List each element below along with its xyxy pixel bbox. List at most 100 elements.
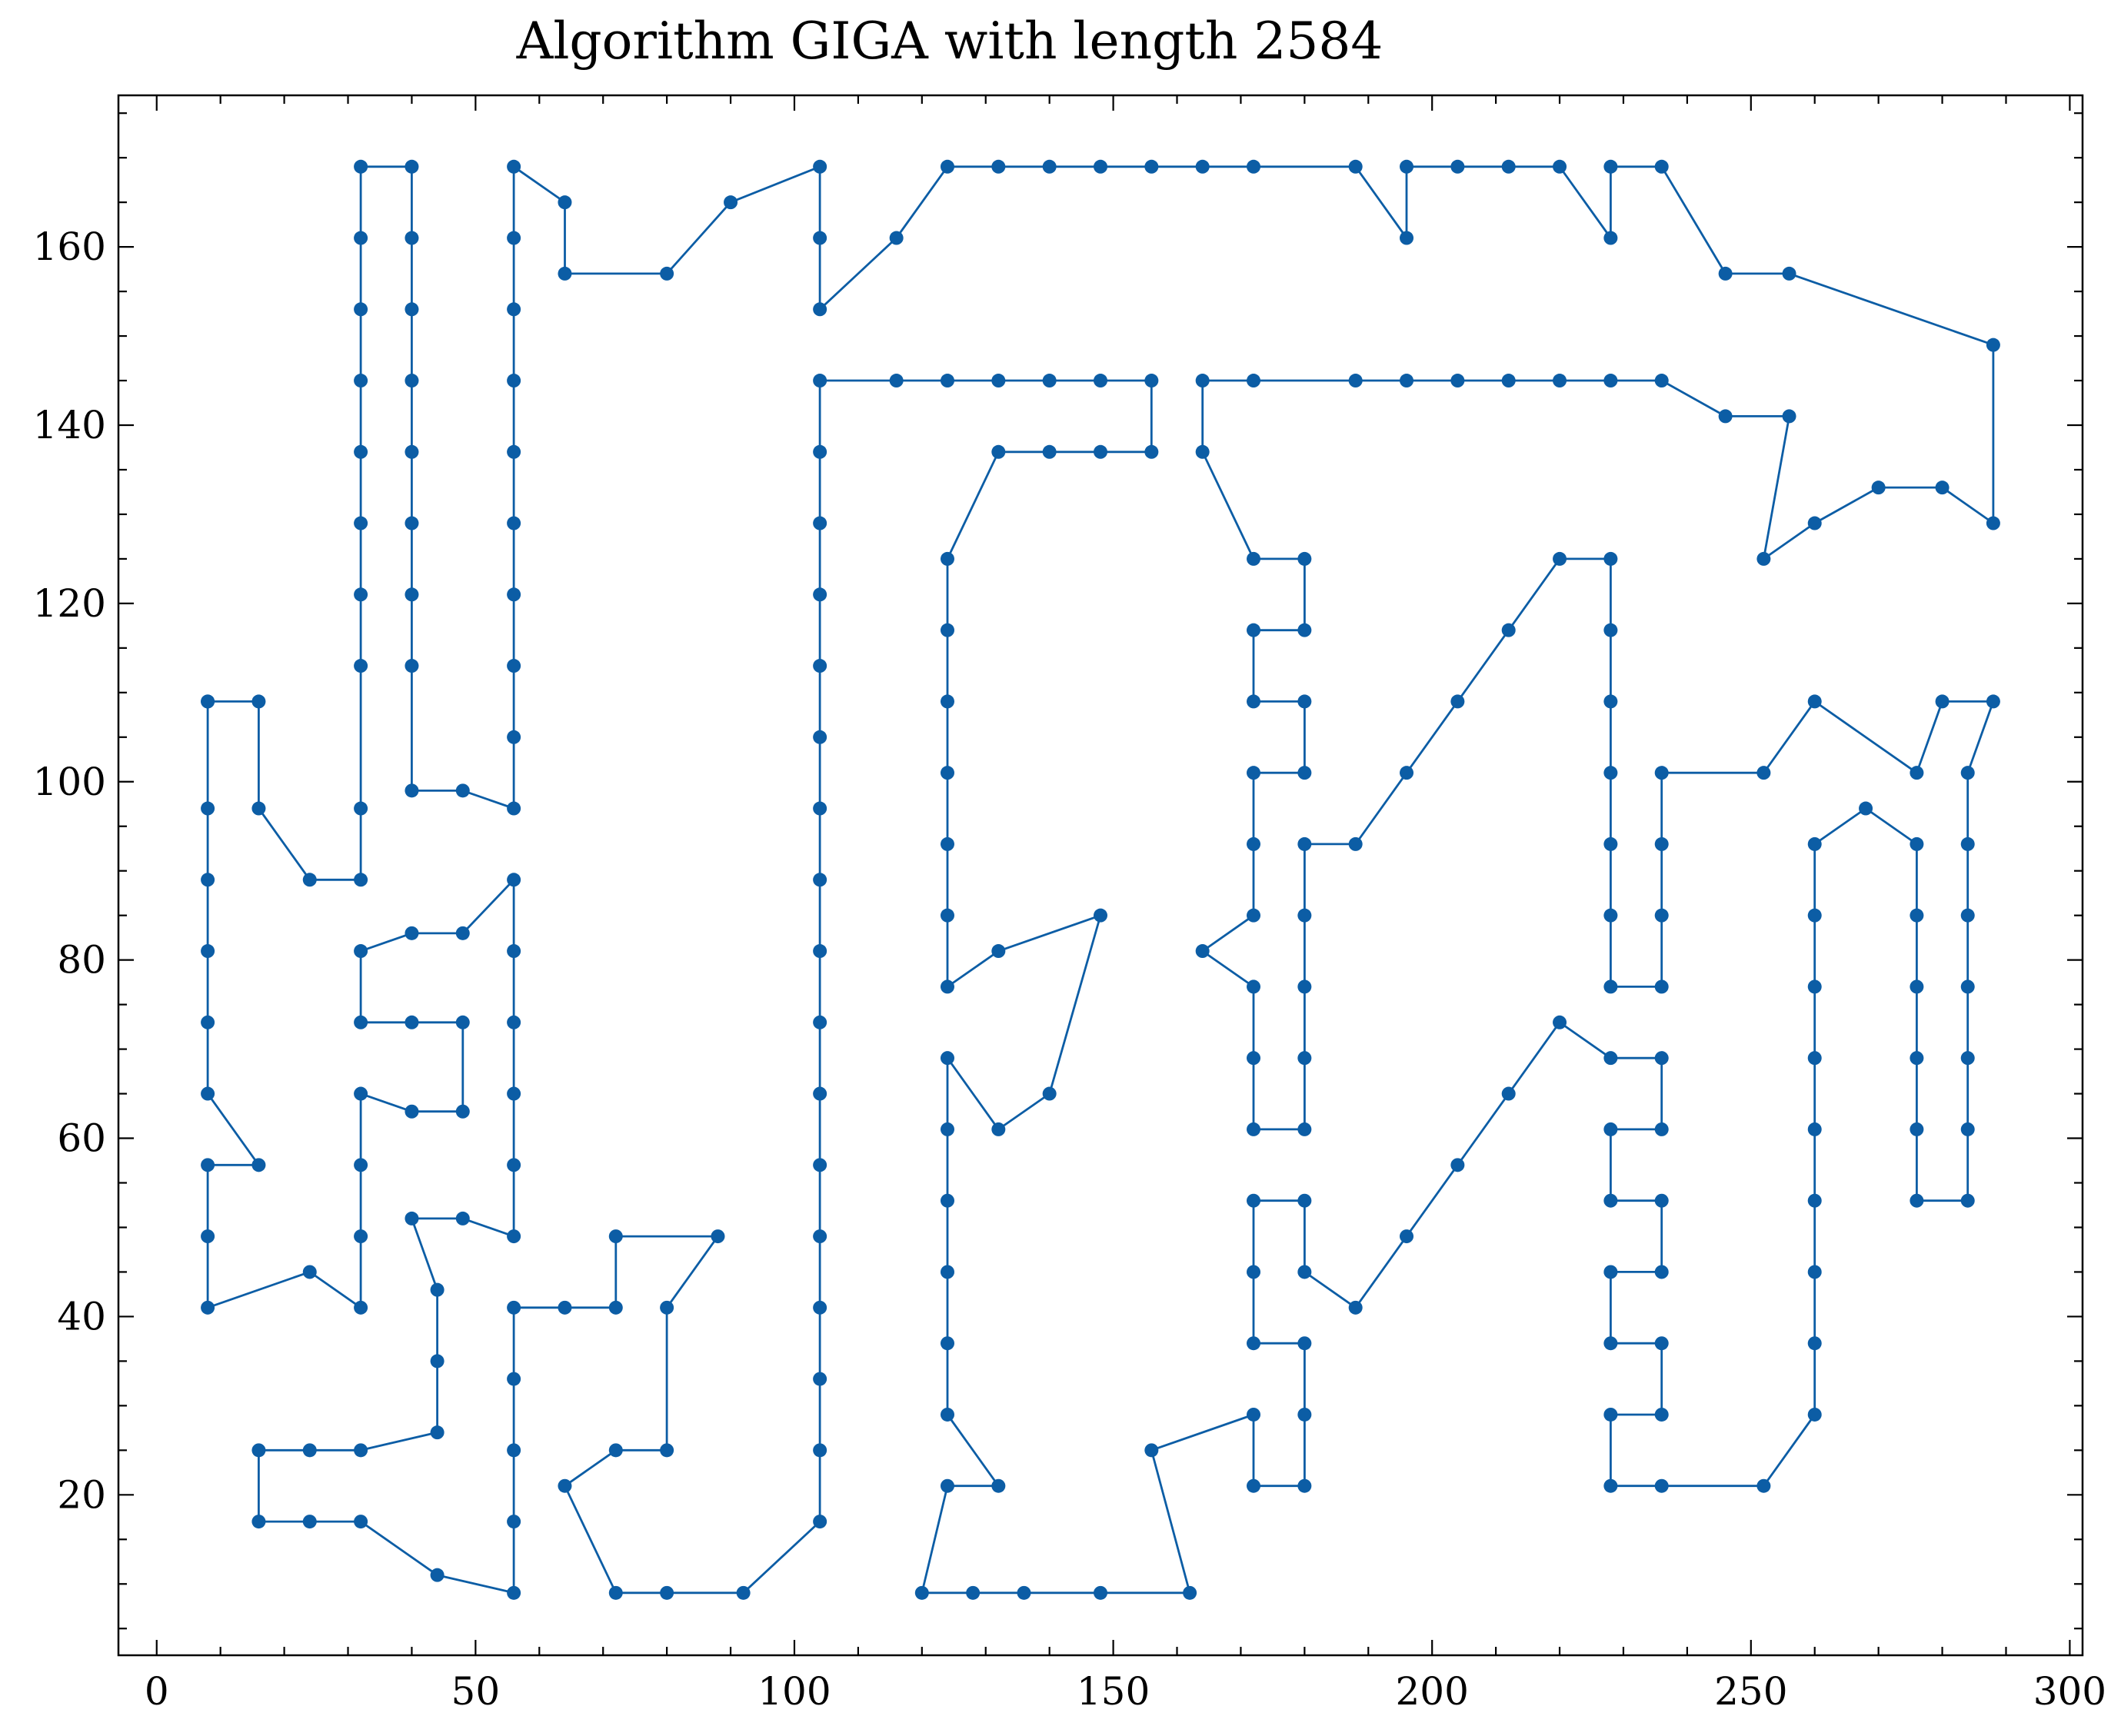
tour-series: [201, 159, 2000, 1600]
tour-point: [1603, 374, 1618, 388]
axis-tick-labels: 0 50 100 150 200 250 300 20 40 60 80 100 120 140 160: [33, 224, 2107, 1714]
tour-point: [1654, 1122, 1669, 1136]
tour-point: [507, 1585, 521, 1600]
tour-point: [405, 926, 419, 940]
tour-point: [813, 1015, 827, 1029]
x-tick-label: 100: [758, 1669, 831, 1714]
tour-point: [1247, 1193, 1261, 1208]
tour-point: [1603, 231, 1618, 245]
x-tick-label: 300: [2033, 1669, 2106, 1714]
tour-point: [1807, 1122, 1822, 1136]
tour-point: [1450, 374, 1465, 388]
tour-point: [1603, 623, 1618, 637]
tour-point: [1297, 1122, 1312, 1136]
tour-point: [1400, 159, 1414, 174]
tour-point: [1756, 551, 1771, 566]
tour-point: [302, 873, 317, 887]
tour-point: [1603, 1193, 1618, 1208]
tour-point: [201, 1300, 215, 1315]
tour-point: [1144, 1443, 1159, 1458]
tour-point: [660, 1585, 674, 1600]
tour-point: [1450, 1158, 1465, 1172]
tour-point: [813, 231, 827, 245]
tour-point: [1195, 944, 1210, 959]
tour-point: [354, 1229, 368, 1244]
y-tick-label: 100: [33, 760, 106, 804]
tour-point: [405, 231, 419, 245]
tour-point: [1960, 766, 1975, 780]
tour-point: [1960, 836, 1975, 851]
tour-point: [1718, 409, 1733, 424]
tour-point: [430, 1568, 445, 1582]
tour-point: [1603, 1407, 1618, 1422]
tour-point: [813, 1372, 827, 1386]
axes-frame: [117, 94, 2084, 1657]
tour-point: [1297, 623, 1312, 637]
tour-point: [507, 1015, 521, 1029]
tour-point: [558, 266, 572, 281]
tour-point: [1807, 1051, 1822, 1066]
tour-point: [1297, 1407, 1312, 1422]
tour-point: [1960, 979, 1975, 994]
tour-point: [1654, 374, 1669, 388]
tour-point: [354, 1015, 368, 1029]
tour-point: [1935, 694, 1950, 709]
tour-point: [507, 1086, 521, 1101]
tour-point: [1654, 1193, 1669, 1208]
x-tick-label: 250: [1714, 1669, 1787, 1714]
tour-point: [1603, 979, 1618, 994]
tour-point: [558, 1478, 572, 1493]
tour-point: [1348, 836, 1363, 851]
tour-point: [405, 1104, 419, 1119]
tour-point: [813, 587, 827, 602]
tour-point: [991, 374, 1006, 388]
tour-point: [507, 587, 521, 602]
tour-point: [1144, 159, 1159, 174]
tour-point: [507, 1229, 521, 1244]
tour-point: [1017, 1585, 1031, 1600]
tour-point: [251, 1158, 266, 1172]
tour-point: [1960, 1193, 1975, 1208]
tour-point: [507, 444, 521, 459]
tour-point: [455, 926, 470, 940]
tour-point: [940, 1051, 954, 1066]
tour-point: [405, 1211, 419, 1226]
tour-point: [251, 1443, 266, 1458]
tour-point: [507, 1372, 521, 1386]
tour-point: [1859, 801, 1873, 816]
tour-point: [1247, 1478, 1261, 1493]
tour-point: [507, 801, 521, 816]
tour-point: [1654, 159, 1669, 174]
tour-point: [507, 730, 521, 744]
tour-point: [430, 1354, 445, 1369]
tour-point: [1960, 1122, 1975, 1136]
tour-point: [251, 1515, 266, 1529]
tour-point: [354, 374, 368, 388]
tour-point: [507, 873, 521, 887]
tour-point: [1501, 623, 1516, 637]
y-tick-label: 140: [33, 403, 106, 447]
tour-point: [991, 944, 1006, 959]
tour-point: [1871, 481, 1886, 495]
tour-point: [354, 1300, 368, 1315]
tour-point: [813, 516, 827, 530]
tour-point: [354, 302, 368, 317]
tour-point: [1094, 1585, 1107, 1600]
x-tick-label: 200: [1395, 1669, 1468, 1714]
y-tick-label: 160: [33, 224, 106, 269]
tour-point: [455, 1211, 470, 1226]
tour-point: [940, 551, 954, 566]
tour-point: [354, 944, 368, 959]
tour-point: [1042, 444, 1057, 459]
tour-point: [940, 1407, 954, 1422]
tour-point: [1910, 908, 1924, 923]
tour-point: [354, 159, 368, 174]
tour-point: [1247, 766, 1261, 780]
tour-point: [1986, 338, 2000, 352]
tour-point: [507, 1443, 521, 1458]
tour-point: [1297, 836, 1312, 851]
tour-point: [1935, 481, 1950, 495]
tour-point: [1807, 1407, 1822, 1422]
tour-point: [1807, 979, 1822, 994]
